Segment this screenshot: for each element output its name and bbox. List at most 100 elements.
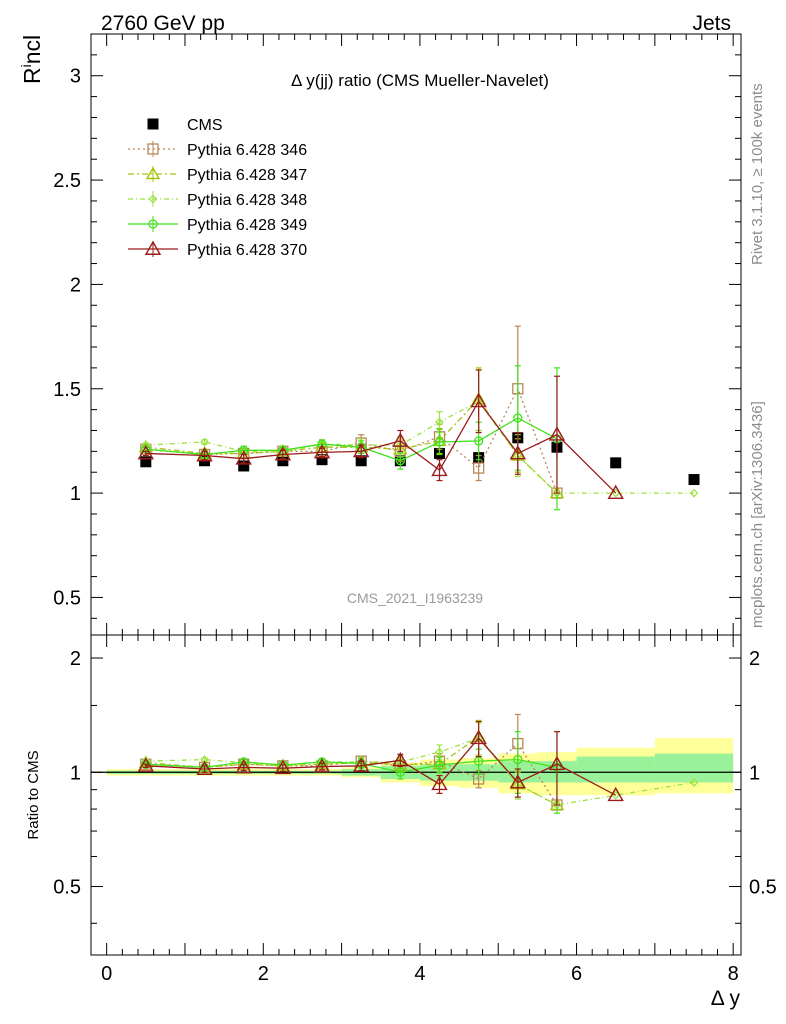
data-point	[607, 484, 624, 500]
series-pythia-6-428-370	[137, 369, 624, 500]
data-point	[352, 442, 370, 458]
ratio-frame	[90, 634, 742, 956]
ratio-y-tick-label-right: 1	[749, 762, 760, 784]
main-panel: 0.5 1 1.5 2 2.5 3 Δ y(jj) ratio (CMS Mueller-…	[18, 33, 742, 636]
data-point	[509, 445, 527, 460]
data-point	[277, 455, 289, 467]
ratio-data-point	[274, 759, 292, 775]
legend-marker	[145, 166, 161, 180]
main-y-tick-label: 2.5	[53, 170, 81, 192]
ratio-data-point	[137, 757, 155, 772]
ylabel-sup: i	[18, 64, 34, 67]
series-line	[145, 400, 695, 494]
data-point	[196, 447, 213, 462]
ratio-y-tick-label-right: 2	[749, 648, 760, 670]
ratio-data-point	[435, 747, 444, 757]
series-pythia-6-428-347	[138, 367, 565, 499]
ratio-y-tick-label: 2	[70, 648, 81, 670]
legend-label: Pythia 6.428 347	[187, 167, 307, 184]
main-y-tick-label: 1	[70, 483, 81, 505]
band-segment	[654, 753, 734, 783]
ratio-data-point	[548, 755, 566, 771]
ratio-data-point	[313, 758, 331, 773]
data-point	[235, 450, 252, 465]
data-point	[610, 457, 622, 469]
main-title: Δ y(jj) ratio (CMS Mueller-Navelet)	[291, 71, 549, 90]
x-tick-label: 8	[728, 963, 739, 985]
data-point	[435, 417, 444, 427]
ratio-y-tick-label-right: 0.5	[749, 877, 777, 899]
data-point	[313, 443, 331, 459]
data-point	[355, 455, 367, 467]
x-axis: 0 2 4 6 8	[101, 635, 739, 985]
legend-marker	[144, 240, 162, 255]
ratio-y-tick-label: 0.5	[53, 877, 81, 899]
data-point	[473, 462, 485, 474]
x-tick-label: 2	[258, 963, 269, 985]
legend-marker	[148, 194, 158, 204]
watermark: CMS_2021_I1963239	[347, 590, 483, 606]
band-segment	[576, 756, 655, 783]
legend-item-pythia-6-428-349: Pythia 6.428 349	[128, 216, 307, 234]
legend-item-pythia-6-428-347: Pythia 6.428 347	[128, 166, 307, 184]
svg-text:Rincl: Rincl	[18, 35, 45, 84]
data-point	[688, 474, 700, 486]
ratio-data-point	[392, 751, 409, 767]
x-tick-label: 6	[571, 963, 582, 985]
ratio-y-label: Ratio to CMS	[25, 750, 42, 839]
legend-item-pythia-6-428-346: Pythia 6.428 346	[128, 141, 307, 159]
ratio-data-point	[196, 760, 213, 775]
data-point	[689, 488, 699, 498]
x-tick-label: 0	[101, 963, 112, 985]
ratio-series-layer	[137, 713, 699, 814]
legend-label: Pythia 6.428 348	[187, 192, 307, 209]
data-point	[611, 488, 621, 498]
ratio-data-point	[352, 757, 370, 772]
series-pythia-6-428-346	[140, 325, 563, 499]
ratio-panel: 0.5 0.5 1 1 2 2 Ratio to CMS 0 2 4 6 8 Δ y	[25, 634, 777, 1010]
ratio-data-point	[235, 758, 252, 774]
data-point	[140, 456, 152, 468]
ratio-series-line	[145, 737, 617, 796]
legend-marker	[147, 143, 159, 155]
ratio-data-point	[470, 729, 487, 745]
ylabel-sub: ncl	[19, 35, 45, 64]
legend-marker	[147, 118, 159, 130]
data-point	[274, 446, 292, 461]
ratio-data-point	[689, 778, 699, 787]
main-y-tick-label: 0.5	[53, 587, 81, 609]
legend-label: Pythia 6.428 346	[187, 142, 307, 159]
legend-label: CMS	[187, 117, 223, 134]
legend-item-pythia-6-428-370: Pythia 6.428 370	[128, 240, 307, 259]
header-left: 2760 GeV pp	[101, 12, 225, 35]
ratio-series-pythia-6-428-370	[137, 720, 624, 806]
data-point	[431, 461, 448, 477]
legend-label: Pythia 6.428 370	[187, 242, 307, 259]
main-y-tick-label: 3	[70, 66, 81, 88]
legend-label: Pythia 6.428 349	[187, 217, 307, 234]
mcplots-label: mcplots.cern.ch [arXiv:1306.3436]	[749, 401, 766, 628]
series-line	[145, 400, 617, 494]
legend: CMS Pythia 6.428 346 Pythia 6.428 347 Pythi…	[128, 117, 307, 259]
main-y-tick-label: 1.5	[53, 379, 81, 401]
data-point	[238, 460, 250, 472]
rivet-label: Rivet 3.1.10, ≥ 100k events	[749, 83, 766, 265]
x-tick-label: 4	[414, 963, 425, 985]
data-point	[137, 445, 155, 460]
data-point	[392, 432, 409, 447]
ylabel-main: R	[19, 67, 45, 84]
header-right: Jets	[692, 12, 731, 35]
ratio-data-point	[431, 775, 448, 791]
ratio-y-tick-label: 1	[70, 762, 81, 784]
x-axis-label: Δ y	[711, 987, 741, 1010]
data-point	[470, 392, 487, 408]
main-series-layer	[137, 325, 700, 511]
series-pythia-6-428-348	[141, 369, 699, 498]
ratio-data-point	[607, 786, 624, 802]
main-y-label: Rincl	[18, 35, 45, 84]
main-y-tick-label: 2	[70, 274, 81, 296]
legend-item-cms: CMS	[147, 117, 223, 134]
data-point	[548, 426, 566, 441]
legend-item-pythia-6-428-348: Pythia 6.428 348	[128, 191, 307, 209]
